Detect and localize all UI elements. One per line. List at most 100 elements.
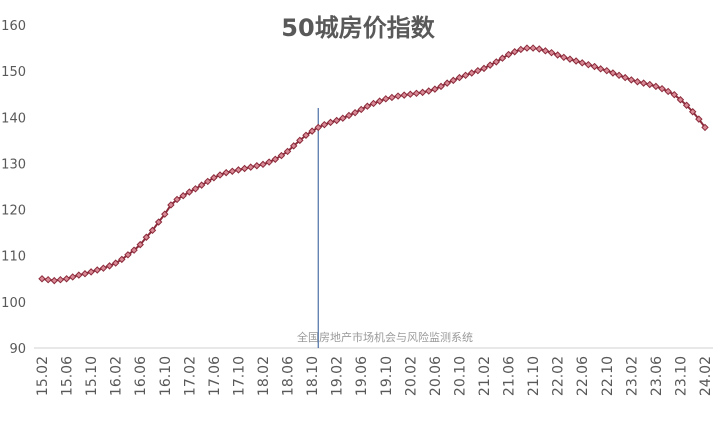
data-point [425, 87, 433, 95]
data-point [247, 163, 255, 171]
data-point [154, 218, 163, 226]
data-point [449, 76, 458, 85]
data-point [689, 108, 697, 116]
x-tick-label: 21.06 [502, 356, 518, 396]
data-point [461, 71, 470, 80]
data-point [345, 111, 353, 120]
data-point [308, 127, 316, 135]
data-point [572, 57, 580, 65]
data-point [228, 167, 237, 175]
x-tick-label: 20.10 [452, 356, 468, 396]
data-point [615, 71, 623, 80]
x-tick-label: 18.02 [256, 356, 272, 396]
data-point [118, 255, 126, 264]
data-point [437, 82, 445, 91]
data-point [124, 251, 132, 259]
data-point [130, 246, 138, 254]
data-point [652, 82, 660, 91]
data-point [173, 195, 181, 204]
data-point [523, 44, 531, 52]
data-point [504, 50, 513, 59]
data-point [216, 171, 224, 179]
data-point [148, 226, 157, 235]
x-tick-label: 15.10 [84, 356, 100, 396]
data-point [664, 87, 672, 96]
data-point [406, 90, 415, 98]
data-point [621, 73, 629, 82]
data-point [627, 76, 636, 84]
data-point [105, 262, 114, 270]
chart-title: 50城房价指数 [281, 14, 435, 42]
data-point [701, 123, 709, 132]
data-point [222, 168, 230, 177]
data-point [541, 47, 550, 55]
data-point [351, 108, 359, 117]
x-tick-label: 15.02 [35, 356, 51, 396]
x-tick-label: 17.02 [182, 356, 198, 396]
data-point [50, 276, 58, 285]
x-tick-label: 19.06 [354, 356, 370, 396]
y-tick-label: 100 [1, 296, 26, 311]
data-point [590, 62, 599, 71]
data-point [443, 79, 451, 87]
data-point [289, 142, 298, 150]
data-point [277, 151, 286, 160]
data-point [400, 91, 408, 99]
data-point [326, 118, 335, 127]
x-tick-label: 21.10 [526, 356, 542, 396]
x-tick-label: 22.02 [551, 356, 567, 396]
y-tick-label: 130 [1, 157, 26, 172]
x-tick-label: 18.06 [281, 356, 297, 396]
x-tick-label: 16.10 [158, 356, 174, 396]
data-point [670, 90, 679, 99]
data-point [99, 264, 108, 272]
data-point [412, 89, 421, 97]
data-point [382, 95, 390, 103]
data-point [578, 59, 586, 67]
x-tick-label: 23.10 [673, 356, 689, 396]
data-point [62, 275, 71, 283]
data-point [185, 188, 194, 196]
x-tick-label: 23.02 [624, 356, 640, 396]
data-point [81, 270, 89, 278]
y-tick-label: 150 [1, 65, 26, 80]
data-point [369, 99, 378, 108]
data-point [658, 84, 666, 93]
data-point [639, 79, 648, 87]
data-point [240, 164, 249, 173]
data-point [265, 158, 273, 166]
data-point [510, 48, 519, 56]
data-point [486, 61, 494, 69]
data-point [75, 271, 83, 279]
x-tick-label: 19.10 [379, 356, 395, 396]
data-point [388, 93, 396, 102]
x-tick-label: 19.02 [330, 356, 346, 396]
x-tick-label: 15.06 [60, 356, 76, 396]
data-point [498, 54, 507, 62]
x-tick-label: 16.02 [109, 356, 125, 396]
data-point [375, 97, 384, 105]
data-point [167, 201, 175, 209]
data-point [547, 48, 556, 57]
data-point [283, 147, 292, 156]
x-tick-label: 21.02 [477, 356, 493, 396]
data-point [142, 233, 151, 241]
data-point [136, 240, 144, 249]
data-point [191, 185, 200, 193]
data-point [646, 80, 654, 89]
data-point [339, 114, 347, 122]
data-point [394, 92, 402, 100]
x-tick-label: 18.10 [305, 356, 321, 396]
data-point [56, 276, 65, 284]
data-point [682, 101, 691, 109]
data-point [633, 78, 642, 86]
data-point [111, 259, 120, 267]
x-tick-label: 24.02 [698, 356, 714, 396]
data-point [44, 276, 52, 284]
data-point [480, 64, 488, 73]
x-tick-label: 22.06 [575, 356, 591, 396]
x-tick-label: 17.10 [231, 356, 247, 396]
data-point [695, 115, 703, 123]
y-tick-label: 140 [1, 111, 26, 126]
